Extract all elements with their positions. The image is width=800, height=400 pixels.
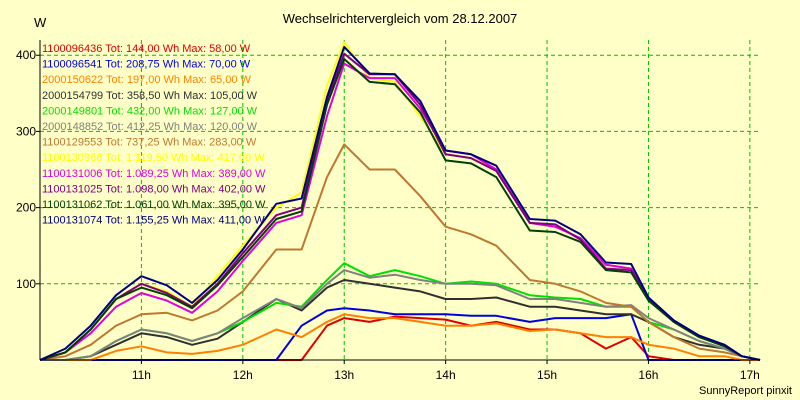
legend-entry-2000149801: 2000149801 Tot: 432,00 Wh Max: 127,00 W bbox=[42, 105, 258, 117]
y-tick-label-2: 300 bbox=[16, 124, 36, 138]
x-tick-label-3: 14h bbox=[436, 368, 456, 382]
x-tick-label-5: 16h bbox=[638, 368, 658, 382]
series-line-2000148852 bbox=[40, 269, 761, 361]
series-layer bbox=[39, 41, 761, 361]
legend-entry-1100129553: 1100129553 Tot: 737,25 Wh Max: 283,00 W bbox=[42, 137, 257, 149]
y-tick-label-3: 400 bbox=[16, 48, 36, 62]
series-line-1100131025 bbox=[39, 52, 761, 361]
x-tick-label-0: 11h bbox=[132, 368, 151, 382]
series-line-1100131062 bbox=[39, 58, 761, 361]
chart-footer: SunnyReport pinxit bbox=[699, 385, 792, 397]
x-tick-labels: 11h 12h 13h 14h 15h 16h 17h bbox=[132, 360, 760, 382]
legend-entry-2000150622: 2000150622 Tot: 197,00 Wh Max: 65,00 W bbox=[42, 74, 252, 86]
y-axis-unit: W bbox=[34, 15, 47, 30]
chart-title: Wechselrichtervergleich vom 28.12.2007 bbox=[283, 11, 518, 26]
legend-entry-2000148852: 2000148852 Tot: 412,25 Wh Max: 120,00 W bbox=[42, 121, 258, 133]
y-tick-labels: 100 200 300 400 bbox=[16, 48, 40, 291]
axes bbox=[39, 40, 760, 361]
series-line-1100131074 bbox=[39, 45, 761, 361]
legend-entry-1100131062: 1100131062 Tot: 1.061,00 Wh Max: 395,00 … bbox=[42, 199, 266, 211]
x-tick-label-6: 17h bbox=[740, 368, 760, 382]
legend-entry-1100096541: 1100096541 Tot: 208,75 Wh Max: 70,00 W bbox=[42, 59, 251, 71]
y-tick-label-1: 200 bbox=[16, 201, 36, 215]
legend-entry-1100096436: 1100096436 Tot: 144,00 Wh Max: 58,00 W bbox=[42, 43, 251, 55]
legend-entry-1100130966: 1100130966 Tot: 1.119,50 Wh Max: 417,00 … bbox=[42, 152, 265, 164]
legend-entry-1100131006: 1100131006 Tot: 1.089,25 Wh Max: 389,00 … bbox=[42, 168, 266, 180]
legend-entry-1100131074: 1100131074 Tot: 1.155,25 Wh Max: 411,00 … bbox=[42, 215, 265, 227]
legend-entry-1100131025: 1100131025 Tot: 1.098,00 Wh Max: 402,00 … bbox=[42, 183, 266, 195]
y-tick-label-0: 100 bbox=[16, 277, 36, 291]
x-tick-label-4: 15h bbox=[537, 368, 557, 382]
series-line-2000150622 bbox=[40, 313, 760, 361]
legend-entry-2000154799: 2000154799 Tot: 358,50 Wh Max: 105,00 W bbox=[42, 90, 258, 102]
plot-background bbox=[40, 40, 760, 360]
x-tick-label-1: 12h bbox=[233, 368, 253, 382]
legend: 1100096436 Tot: 144,00 Wh Max: 58,00 W 11… bbox=[42, 43, 266, 227]
x-tick-label-2: 13h bbox=[334, 368, 354, 382]
series-line-1100129553 bbox=[39, 143, 761, 361]
